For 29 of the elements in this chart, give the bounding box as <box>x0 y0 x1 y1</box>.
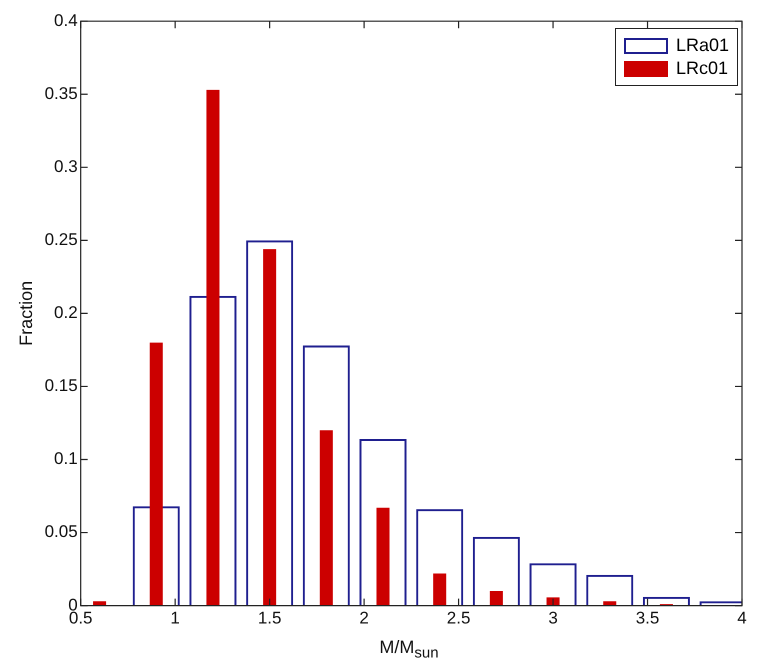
bar <box>376 508 390 606</box>
y-tick-label: 0.35 <box>44 84 78 103</box>
legend-label: LRc01 <box>676 58 728 79</box>
bar <box>433 573 446 606</box>
x-tick-label: 3 <box>548 608 558 628</box>
bar <box>263 249 276 606</box>
legend-label: LRa01 <box>676 35 729 56</box>
bar <box>206 90 220 606</box>
y-tick-label: 0.3 <box>54 156 78 176</box>
y-tick-label: 0.25 <box>44 230 78 250</box>
bar <box>150 342 163 606</box>
y-axis-title: Fraction <box>16 280 36 346</box>
y-tick-label: 0.2 <box>54 303 78 322</box>
y-tick-label: 0.05 <box>44 522 78 542</box>
x-tick-label: 2 <box>359 608 369 628</box>
bar <box>603 601 616 606</box>
x-tick-label: 3.5 <box>636 608 660 628</box>
y-tick-label: 0.15 <box>44 376 78 396</box>
x-tick-label: 1.5 <box>258 608 282 628</box>
bar <box>642 596 690 606</box>
y-tick-label: 0.4 <box>54 10 78 30</box>
bar <box>93 601 106 606</box>
y-tick-label: 0.1 <box>54 449 78 468</box>
bar <box>320 430 333 606</box>
x-tick-label: 1 <box>170 608 180 628</box>
x-tick-label: 4 <box>737 608 747 628</box>
x-axis-title: M/M$_{sun}$ <box>378 637 440 662</box>
bar <box>490 590 503 606</box>
x-tick-label: 2.5 <box>446 608 470 628</box>
